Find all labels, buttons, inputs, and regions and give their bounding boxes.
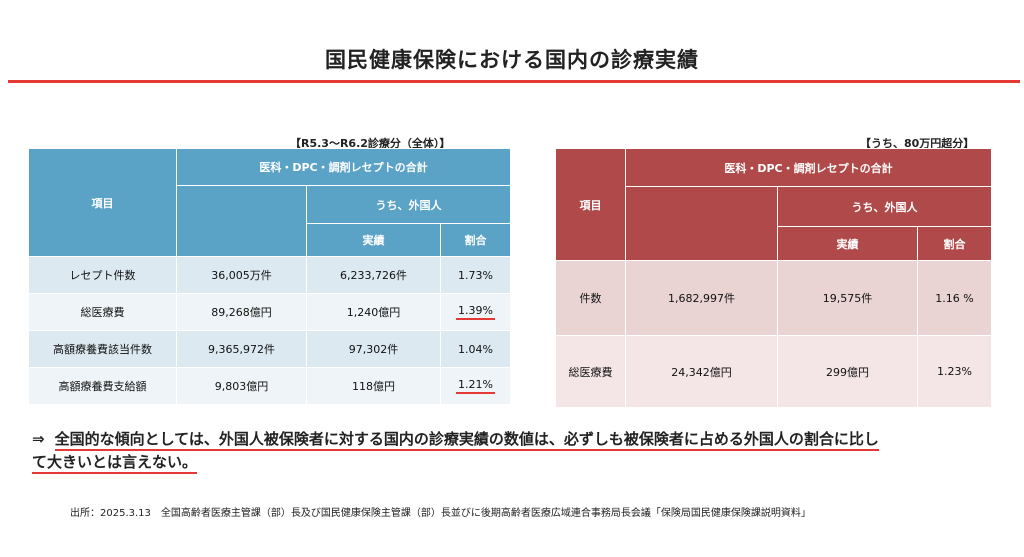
row-label: 件数 (555, 260, 626, 336)
row-label: 総医療費 (555, 335, 626, 408)
row-ratio: 1.16 % (917, 260, 992, 336)
table-row: 総医療費 89,268億円 1,240億円 1.39% (28, 293, 511, 331)
row-total: 36,005万件 (176, 256, 307, 294)
table-row: 高額療養費該当件数 9,365,972件 97,302件 1.04% (28, 330, 511, 368)
right-header-subgroup: うち、外国人 (777, 186, 992, 227)
row-label: レセプト件数 (28, 256, 177, 294)
right-table: 項目 医科・DPC・調剤レセプトの合計 うち、外国人 実績 割合 件数 1,68… (555, 148, 992, 408)
conclusion-line-1: 全国的な傾向としては、外国人被保険者に対する国内の診療実績の数値は、必ずしも被保… (54, 430, 879, 451)
title-divider (8, 80, 1020, 83)
table-row: 高額療養費支給額 9,803億円 118億円 1.21% (28, 367, 511, 405)
right-header-ratio: 割合 (917, 226, 992, 261)
arrow-icon: ⇒ (32, 430, 45, 448)
ratio-highlight: 1.21% (456, 378, 495, 394)
row-total: 89,268億円 (176, 293, 307, 331)
row-foreign: 97,302件 (306, 330, 441, 368)
row-total: 9,365,972件 (176, 330, 307, 368)
row-label: 高額療養費該当件数 (28, 330, 177, 368)
left-header-ratio: 割合 (440, 223, 511, 257)
row-label: 総医療費 (28, 293, 177, 331)
row-total: 24,342億円 (625, 335, 778, 408)
row-label: 高額療養費支給額 (28, 367, 177, 405)
row-foreign: 1,240億円 (306, 293, 441, 331)
ratio-highlight: 1.39% (456, 304, 495, 320)
row-total: 1,682,997件 (625, 260, 778, 336)
row-foreign: 118億円 (306, 367, 441, 405)
row-ratio: 1.73% (440, 256, 511, 294)
table-row: 総医療費 24,342億円 299億円 1.23% (555, 335, 992, 408)
left-header-item: 項目 (28, 148, 177, 257)
page-title: 国民健康保険における国内の診療実績 (325, 48, 699, 72)
row-foreign: 299億円 (777, 335, 918, 408)
row-total: 9,803億円 (176, 367, 307, 405)
conclusion-text: ⇒ 全国的な傾向としては、外国人被保険者に対する国内の診療実績の数値は、必ずしも被… (32, 428, 992, 474)
left-header-group: 医科・DPC・調剤レセプトの合計 (176, 148, 511, 186)
right-header-total-blank (625, 186, 778, 261)
row-ratio: 1.23% (917, 335, 992, 408)
row-foreign: 19,575件 (777, 260, 918, 336)
right-header-item: 項目 (555, 148, 626, 261)
left-header-total-blank (176, 185, 307, 257)
row-ratio: 1.04% (440, 330, 511, 368)
right-header-actual: 実績 (777, 226, 918, 261)
right-header-group: 医科・DPC・調剤レセプトの合計 (625, 148, 992, 187)
source-note: 出所：2025.3.13 全国高齢者医療主管課（部）長及び国民健康保険主管課（部… (70, 508, 811, 519)
row-ratio: 1.21% (440, 367, 511, 405)
table-row: レセプト件数 36,005万件 6,233,726件 1.73% (28, 256, 511, 294)
row-foreign: 6,233,726件 (306, 256, 441, 294)
left-header-actual: 実績 (306, 223, 441, 257)
left-table: 項目 医科・DPC・調剤レセプトの合計 うち、外国人 実績 割合 レセプト件数 … (28, 148, 511, 405)
left-header-subgroup: うち、外国人 (306, 185, 511, 224)
right-table-caption: 【うち、80万円超分】 (860, 137, 975, 150)
conclusion-line-2: て大きいとは言えない。 (32, 453, 198, 474)
row-ratio: 1.39% (440, 293, 511, 331)
left-table-caption: 【R5.3～R6.2診療分（全体）】 (290, 137, 451, 150)
table-row: 件数 1,682,997件 19,575件 1.16 % (555, 260, 992, 336)
